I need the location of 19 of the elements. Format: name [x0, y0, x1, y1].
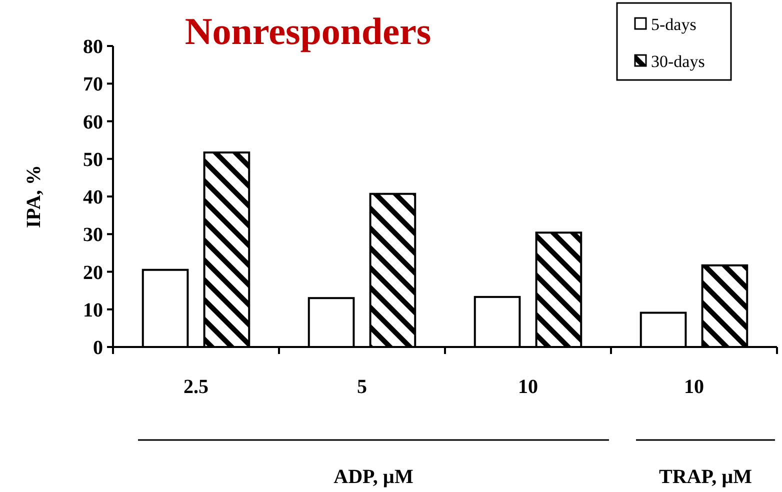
y-tick-label: 40 [83, 186, 103, 208]
text: TRAP, µM [658, 466, 752, 488]
y-axis-title: IPA, % [23, 165, 45, 228]
y-tick-label: 0 [93, 337, 103, 359]
text: ADP, µM [334, 466, 414, 488]
y-tick-label: 80 [83, 36, 103, 58]
legend-label: 5-days [651, 14, 696, 34]
y-tick-label: 60 [83, 111, 103, 134]
x-tick-label: 5 [357, 376, 367, 398]
x-tick-label: 2.5 [184, 376, 208, 398]
x-tick-label: 10 [518, 376, 538, 398]
y-tick-label: 70 [83, 74, 103, 96]
y-tick-label: 10 [83, 299, 103, 322]
chart-title: Nonresponders [184, 11, 432, 53]
x-tick-label: 10 [684, 376, 704, 398]
y-tick-label: 30 [83, 224, 103, 246]
y-tick-label: 20 [83, 262, 103, 284]
legend-label: 30-days [651, 52, 705, 71]
y-tick-label: 50 [83, 148, 103, 171]
